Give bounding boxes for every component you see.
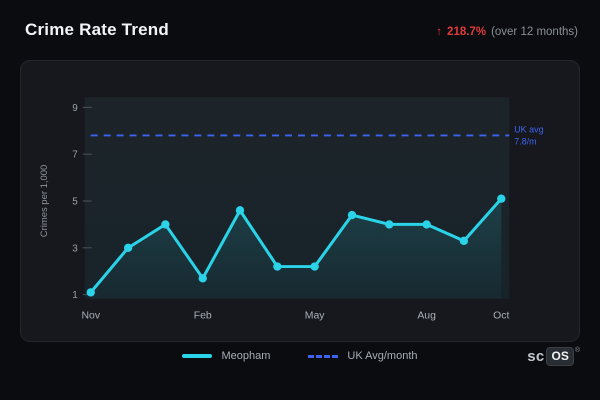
data-point[interactable]	[422, 220, 431, 229]
data-point[interactable]	[235, 206, 245, 215]
y-tick-label: 5	[72, 196, 78, 207]
data-point[interactable]	[198, 274, 207, 283]
uk-avg-label: UK avg	[514, 124, 543, 134]
page-title: Crime Rate Trend	[25, 20, 169, 39]
x-tick-label: Oct	[493, 311, 509, 322]
trend-indicator: ↑ 218.7% (over 12 months)	[436, 26, 578, 38]
trend-up-arrow-icon: ↑	[436, 26, 443, 38]
x-tick-label: May	[305, 311, 326, 322]
x-tick-label: Aug	[417, 311, 436, 322]
logo-os-badge: OS	[546, 347, 574, 366]
legend-item-meopham[interactable]: Meopham	[182, 350, 270, 362]
data-point[interactable]	[497, 194, 506, 203]
data-point[interactable]	[161, 220, 170, 229]
data-point[interactable]	[86, 288, 95, 297]
legend-item-uk-avg[interactable]: UK Avg/month	[308, 350, 418, 362]
logo-prefix: sc	[527, 348, 545, 365]
registered-trademark-icon: ®	[574, 347, 580, 354]
uk-avg-value-label: 7.8/m	[514, 136, 536, 146]
x-tick-label: Feb	[194, 311, 212, 322]
legend-label: Meopham	[221, 350, 271, 362]
y-tick-label: 3	[72, 243, 78, 254]
legend-label: UK Avg/month	[347, 350, 418, 362]
x-tick-label: Nov	[81, 311, 100, 322]
page-header: Crime Rate Trend ↑ 218.7% (over 12 month…	[25, 20, 578, 40]
y-tick-label: 7	[72, 150, 78, 161]
data-point[interactable]	[385, 220, 394, 229]
scos-logo: sc OS ®	[527, 347, 580, 366]
series-area-fill	[90, 198, 502, 299]
data-point[interactable]	[347, 210, 357, 220]
trend-caption: (over 12 months)	[491, 26, 578, 38]
data-point[interactable]	[123, 243, 133, 253]
data-point[interactable]	[310, 262, 319, 271]
y-axis-title: Crimes per 1,000	[39, 165, 50, 238]
chart-legend: Meopham UK Avg/month	[0, 350, 600, 362]
dashed-line-swatch-icon	[308, 354, 339, 358]
trend-value: 218.7%	[447, 26, 487, 38]
chart-card: 1 3 5 7 9 Nov Feb May Aug Oct Crimes per 1,000 UK a…	[20, 60, 580, 342]
data-point[interactable]	[273, 262, 282, 271]
crime-trend-chart: 1 3 5 7 9 Nov Feb May Aug Oct Crimes per 1,000 UK a…	[39, 97, 544, 322]
y-tick-label: 9	[72, 103, 78, 114]
solid-line-swatch-icon	[182, 354, 213, 358]
y-tick-label: 1	[72, 290, 78, 301]
data-point[interactable]	[459, 236, 469, 246]
meopham-series-line	[89, 197, 503, 294]
